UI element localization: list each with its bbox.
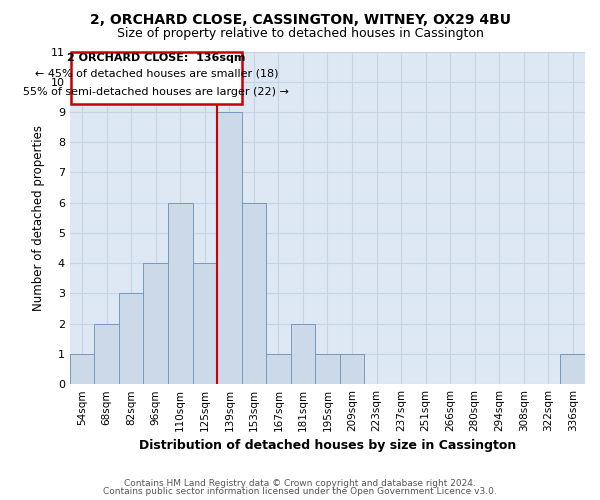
Text: Contains public sector information licensed under the Open Government Licence v3: Contains public sector information licen… (103, 487, 497, 496)
Text: 2 ORCHARD CLOSE:  136sqm: 2 ORCHARD CLOSE: 136sqm (67, 54, 245, 64)
Bar (217, 112, 242, 384)
Bar (315, 354, 340, 384)
Text: 2, ORCHARD CLOSE, CASSINGTON, WITNEY, OX29 4BU: 2, ORCHARD CLOSE, CASSINGTON, WITNEY, OX… (89, 12, 511, 26)
Bar (143, 263, 168, 384)
Bar (290, 324, 315, 384)
FancyBboxPatch shape (71, 52, 242, 104)
Bar (70, 354, 94, 384)
Text: 55% of semi-detached houses are larger (22) →: 55% of semi-detached houses are larger (… (23, 88, 289, 98)
Bar (193, 263, 217, 384)
Bar (340, 354, 364, 384)
Bar (168, 202, 193, 384)
Text: Contains HM Land Registry data © Crown copyright and database right 2024.: Contains HM Land Registry data © Crown c… (124, 478, 476, 488)
Bar (119, 294, 143, 384)
Bar (94, 324, 119, 384)
Bar (266, 354, 290, 384)
Y-axis label: Number of detached properties: Number of detached properties (32, 125, 46, 311)
Text: ← 45% of detached houses are smaller (18): ← 45% of detached houses are smaller (18… (35, 68, 278, 78)
X-axis label: Distribution of detached houses by size in Cassington: Distribution of detached houses by size … (139, 440, 516, 452)
Text: Size of property relative to detached houses in Cassington: Size of property relative to detached ho… (116, 28, 484, 40)
Bar (560, 354, 585, 384)
Bar (242, 202, 266, 384)
